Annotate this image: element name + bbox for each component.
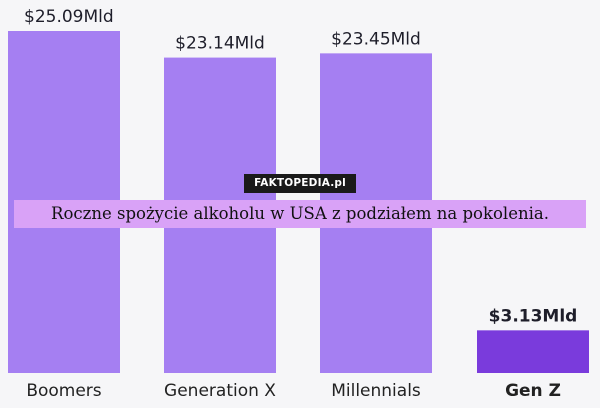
category-label-generation-x: Generation X	[164, 381, 276, 401]
category-label-gen-z: Gen Z	[505, 381, 561, 401]
category-label-millennials: Millennials	[331, 381, 421, 401]
value-label-gen-z: $3.13Mld	[489, 306, 578, 326]
watermark-logo: FAKTOPEDIA.pl	[244, 174, 356, 193]
caption-text: Roczne spożycie alkoholu w USA z podział…	[14, 200, 586, 228]
value-label-millennials: $23.45Mld	[331, 29, 421, 49]
bar-gen-z	[477, 330, 589, 373]
value-label-generation-x: $23.14Mld	[175, 34, 265, 54]
category-label-boomers: Boomers	[26, 381, 101, 401]
value-label-boomers: $25.09Mld	[24, 7, 114, 27]
